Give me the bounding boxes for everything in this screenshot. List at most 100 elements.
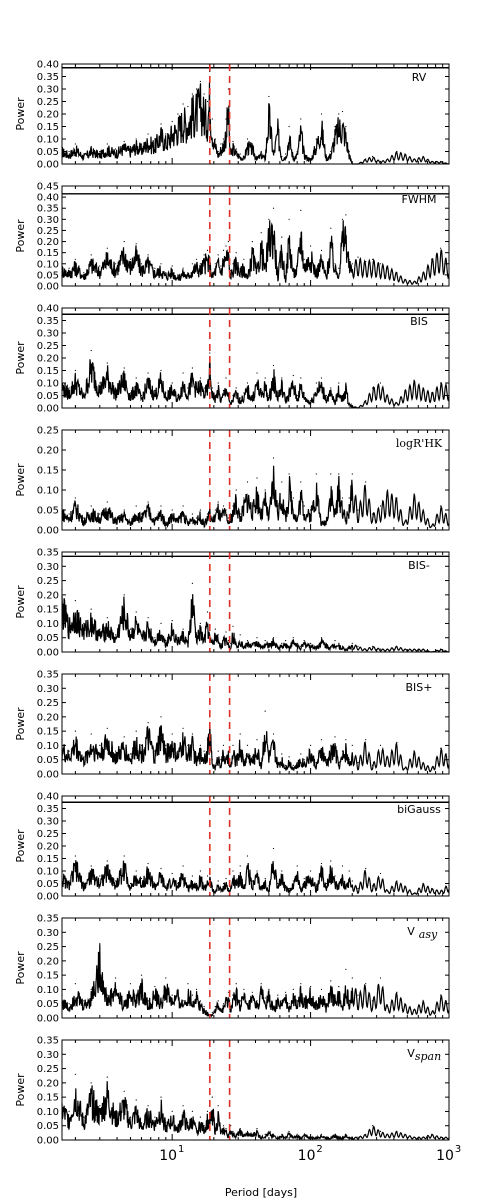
data-point (135, 611, 137, 613)
panel-9: 0.00 0.05 0.10 0.15 0.20 0.25 0.30 0.35 Power V sp… (14, 1036, 461, 1165)
data-point (348, 645, 350, 647)
data-point (217, 1105, 219, 1107)
data-point (251, 991, 253, 993)
data-point (217, 501, 219, 503)
y-tick-label: 0.45 (37, 182, 59, 193)
data-point (303, 392, 305, 394)
data-point (303, 759, 305, 761)
y-tick-label: 0.05 (37, 755, 59, 766)
y-tick-label: 0.20 (37, 354, 59, 365)
data-point (404, 648, 406, 650)
data-point (182, 103, 184, 105)
data-point (177, 517, 179, 519)
data-point (211, 885, 213, 887)
data-point (239, 733, 241, 735)
data-point (160, 867, 162, 870)
data-point (396, 272, 398, 274)
data-point (431, 1133, 433, 1135)
panel-8: 0.00 0.05 0.10 0.15 0.20 0.25 0.30 0.35 Power V as… (14, 914, 450, 1025)
y-tick-label: 0.05 (37, 270, 59, 281)
data-point (246, 481, 249, 483)
data-point (300, 983, 302, 985)
data-point (334, 736, 336, 738)
data-point (222, 249, 225, 251)
data-point (182, 505, 184, 507)
data-point (404, 521, 406, 523)
data-point (195, 258, 198, 260)
data-point (422, 648, 424, 650)
data-point (277, 118, 279, 120)
data-point (195, 882, 198, 885)
data-point (281, 377, 283, 379)
panel-7: 0.00 0.050.10 0.150.20 0.250.30 0.350.40 Powe… (14, 792, 450, 903)
data-point (334, 263, 336, 265)
data-point (325, 642, 327, 645)
data-point (345, 968, 347, 971)
data-point (345, 517, 347, 519)
data-point (140, 1122, 143, 1124)
y-tick-label: 0.05 (37, 506, 59, 517)
data-point (123, 1090, 125, 1092)
data-point (251, 143, 253, 145)
data-point (246, 382, 249, 384)
data-point (199, 870, 201, 872)
y-tick-label: 0.10 (37, 259, 59, 270)
data-point (160, 263, 162, 265)
data-point (227, 1133, 229, 1135)
data-point (68, 617, 70, 619)
data-point (251, 1133, 253, 1135)
data-point (239, 267, 241, 269)
data-point (74, 855, 76, 857)
data-point (115, 263, 117, 265)
data-point (264, 1133, 266, 1135)
data-point (277, 994, 279, 996)
data-point (334, 399, 336, 402)
data-point (404, 885, 406, 887)
series-line (61, 724, 450, 773)
y-axis-label: Power (14, 585, 27, 619)
data-point (199, 263, 201, 265)
data-point (182, 628, 184, 630)
x-tick-label-exponent: 1 (178, 1144, 184, 1155)
data-point (99, 1105, 101, 1107)
data-point (222, 1003, 225, 1005)
data-point (345, 648, 347, 650)
data-point (68, 750, 70, 752)
data-point (387, 756, 389, 758)
y-tick-label: 0.30 (37, 329, 59, 340)
panel-3: 0.00 0.050.10 0.150.20 0.250.30 0.350.40 Powe… (14, 304, 450, 415)
y-tick-label: 0.25 (37, 426, 59, 437)
data-point (206, 875, 209, 877)
data-point (220, 265, 222, 267)
data-point (177, 394, 179, 397)
data-point (285, 640, 287, 642)
data-point (225, 756, 227, 758)
data-point (191, 994, 193, 996)
data-point (348, 1136, 350, 1138)
data-point (106, 617, 108, 619)
y-tick-label: 0.00 (37, 1014, 59, 1025)
y-axis-label: Power (14, 219, 27, 253)
data-point (272, 733, 275, 735)
y-tick-label: 0.15 (37, 122, 59, 133)
y-tick-label: 0.10 (37, 741, 59, 752)
data-point (191, 513, 193, 515)
data-point (310, 399, 312, 402)
data-point (277, 882, 279, 885)
data-point (229, 399, 231, 402)
x-tick-label: 10 (159, 1148, 177, 1164)
data-point (220, 397, 222, 399)
data-point (74, 730, 76, 732)
data-point (222, 389, 225, 392)
data-point (235, 1133, 237, 1135)
y-tick-label: 0.40 (37, 60, 59, 71)
data-point (235, 983, 237, 985)
data-point (191, 367, 193, 369)
y-axis-label: Power (14, 829, 27, 863)
data-point (182, 372, 184, 374)
data-point (225, 631, 227, 633)
data-point (135, 505, 137, 507)
y-tick-label: 0.35 (37, 1036, 59, 1047)
data-point (348, 258, 350, 260)
data-point (303, 258, 305, 260)
